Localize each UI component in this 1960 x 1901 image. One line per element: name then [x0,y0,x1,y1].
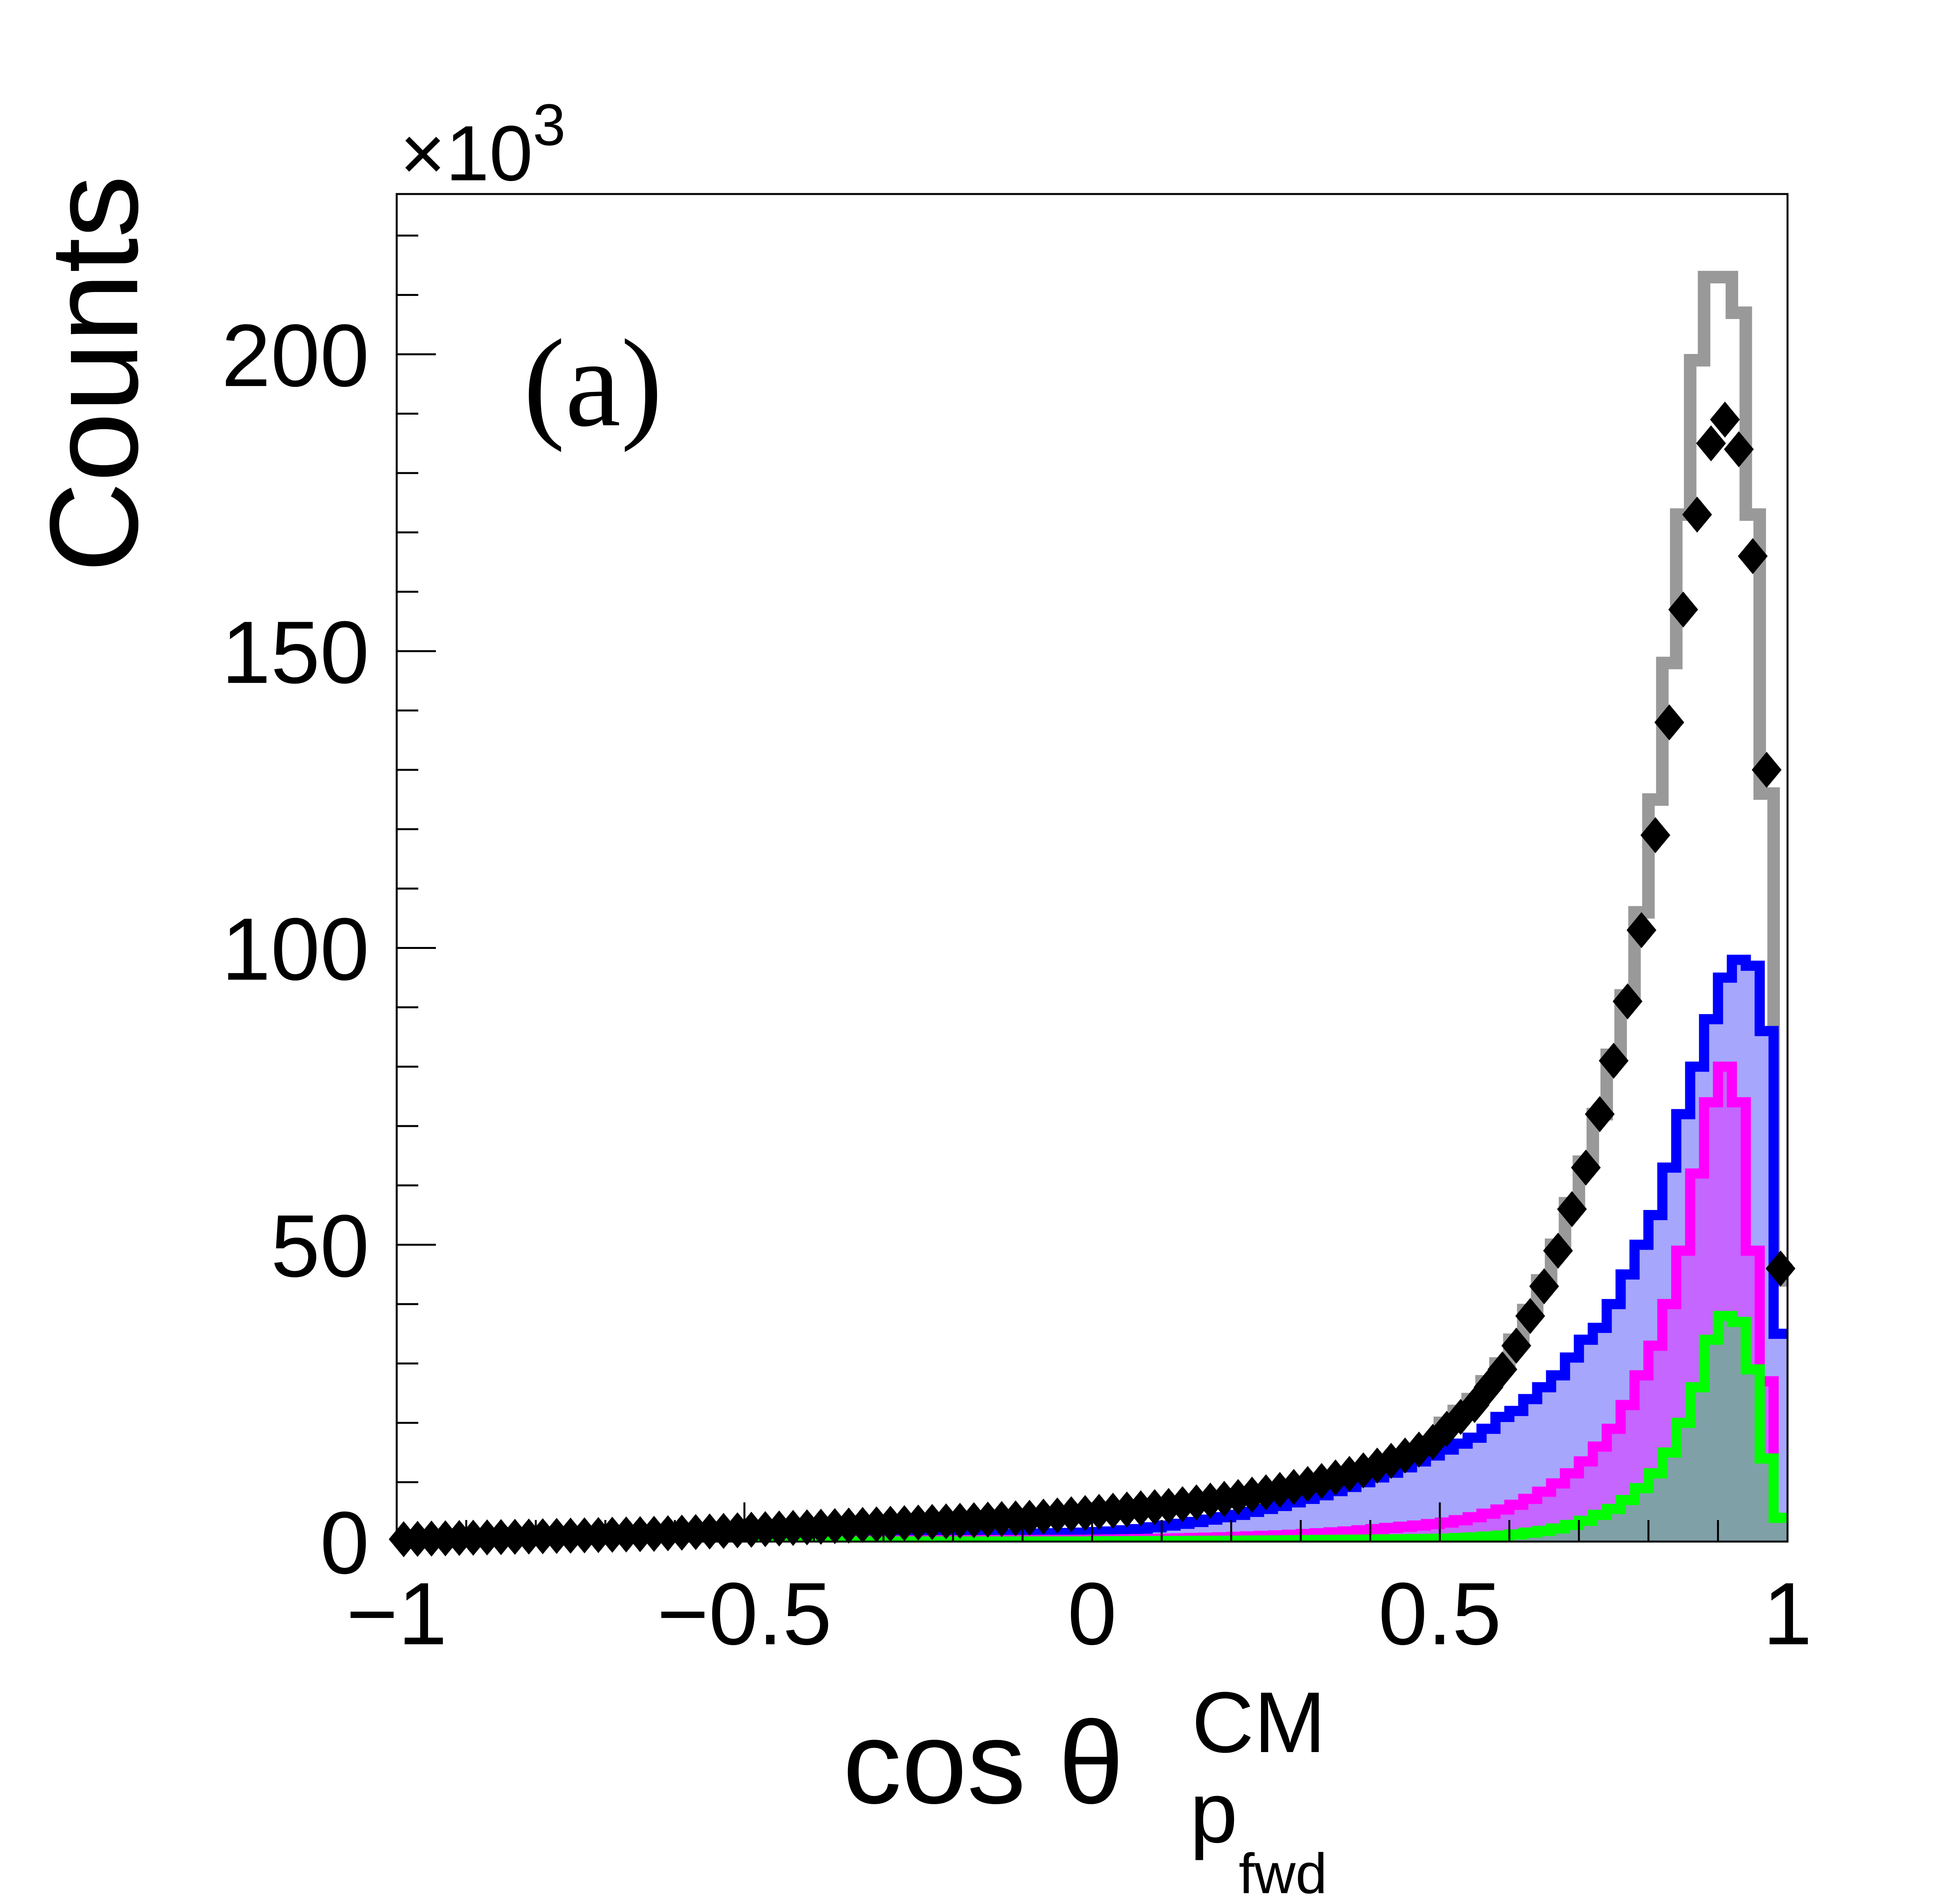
data-point [1724,431,1754,468]
component-magenta-line [397,1061,1788,1542]
component-blue-fill [397,960,1788,1542]
x-axis-title: cos θ CM p fwd [843,1674,1327,1901]
data-point [1626,912,1657,949]
x-axis-title-subsub: fwd [1239,1842,1327,1901]
data-point [1599,1043,1629,1079]
y-multiplier: ×103 [400,92,566,197]
y-axis-title: Counts [24,175,164,573]
x-tick-label: −0.5 [657,1564,832,1663]
data-point [1543,1232,1573,1269]
data-point [1738,538,1768,574]
data-point [1710,401,1740,438]
series-layer [397,271,1788,1542]
axis-ticks [396,234,1789,1543]
data-point [1585,1096,1615,1132]
data-point [1696,425,1726,462]
x-tick-label: 0 [1067,1564,1117,1663]
panel-label: (a) [523,314,662,453]
data-point [1682,496,1712,533]
data-point [1751,752,1782,788]
x-tick-label: −1 [346,1564,447,1663]
data-point [1640,817,1670,853]
component-green-fill [397,1316,1788,1542]
data-point [1654,704,1684,740]
data-point [1668,591,1698,628]
data-point [1487,1351,1517,1388]
data-point [1501,1328,1532,1364]
data-point [1515,1298,1545,1334]
tick-labels: 0 50 100 150 200 −1 −0.5 0 0.5 1 [221,306,1812,1663]
y-tick-label: 0 [320,1493,369,1592]
x-axis-title-sub: p [1190,1764,1238,1861]
y-tick-label: 50 [271,1196,369,1295]
y-tick-label: 200 [221,306,369,405]
x-axis-title-main: cos θ [843,1696,1124,1828]
x-tick-label: 0.5 [1378,1564,1501,1663]
data-point [1529,1268,1559,1304]
y-tick-label: 100 [221,899,369,998]
data-point [1612,983,1642,1019]
data-point [1557,1191,1587,1227]
y-tick-label: 150 [221,602,369,702]
x-tick-label: 1 [1763,1564,1812,1663]
data-point [1571,1149,1601,1186]
x-axis-title-sup: CM [1192,1674,1326,1770]
